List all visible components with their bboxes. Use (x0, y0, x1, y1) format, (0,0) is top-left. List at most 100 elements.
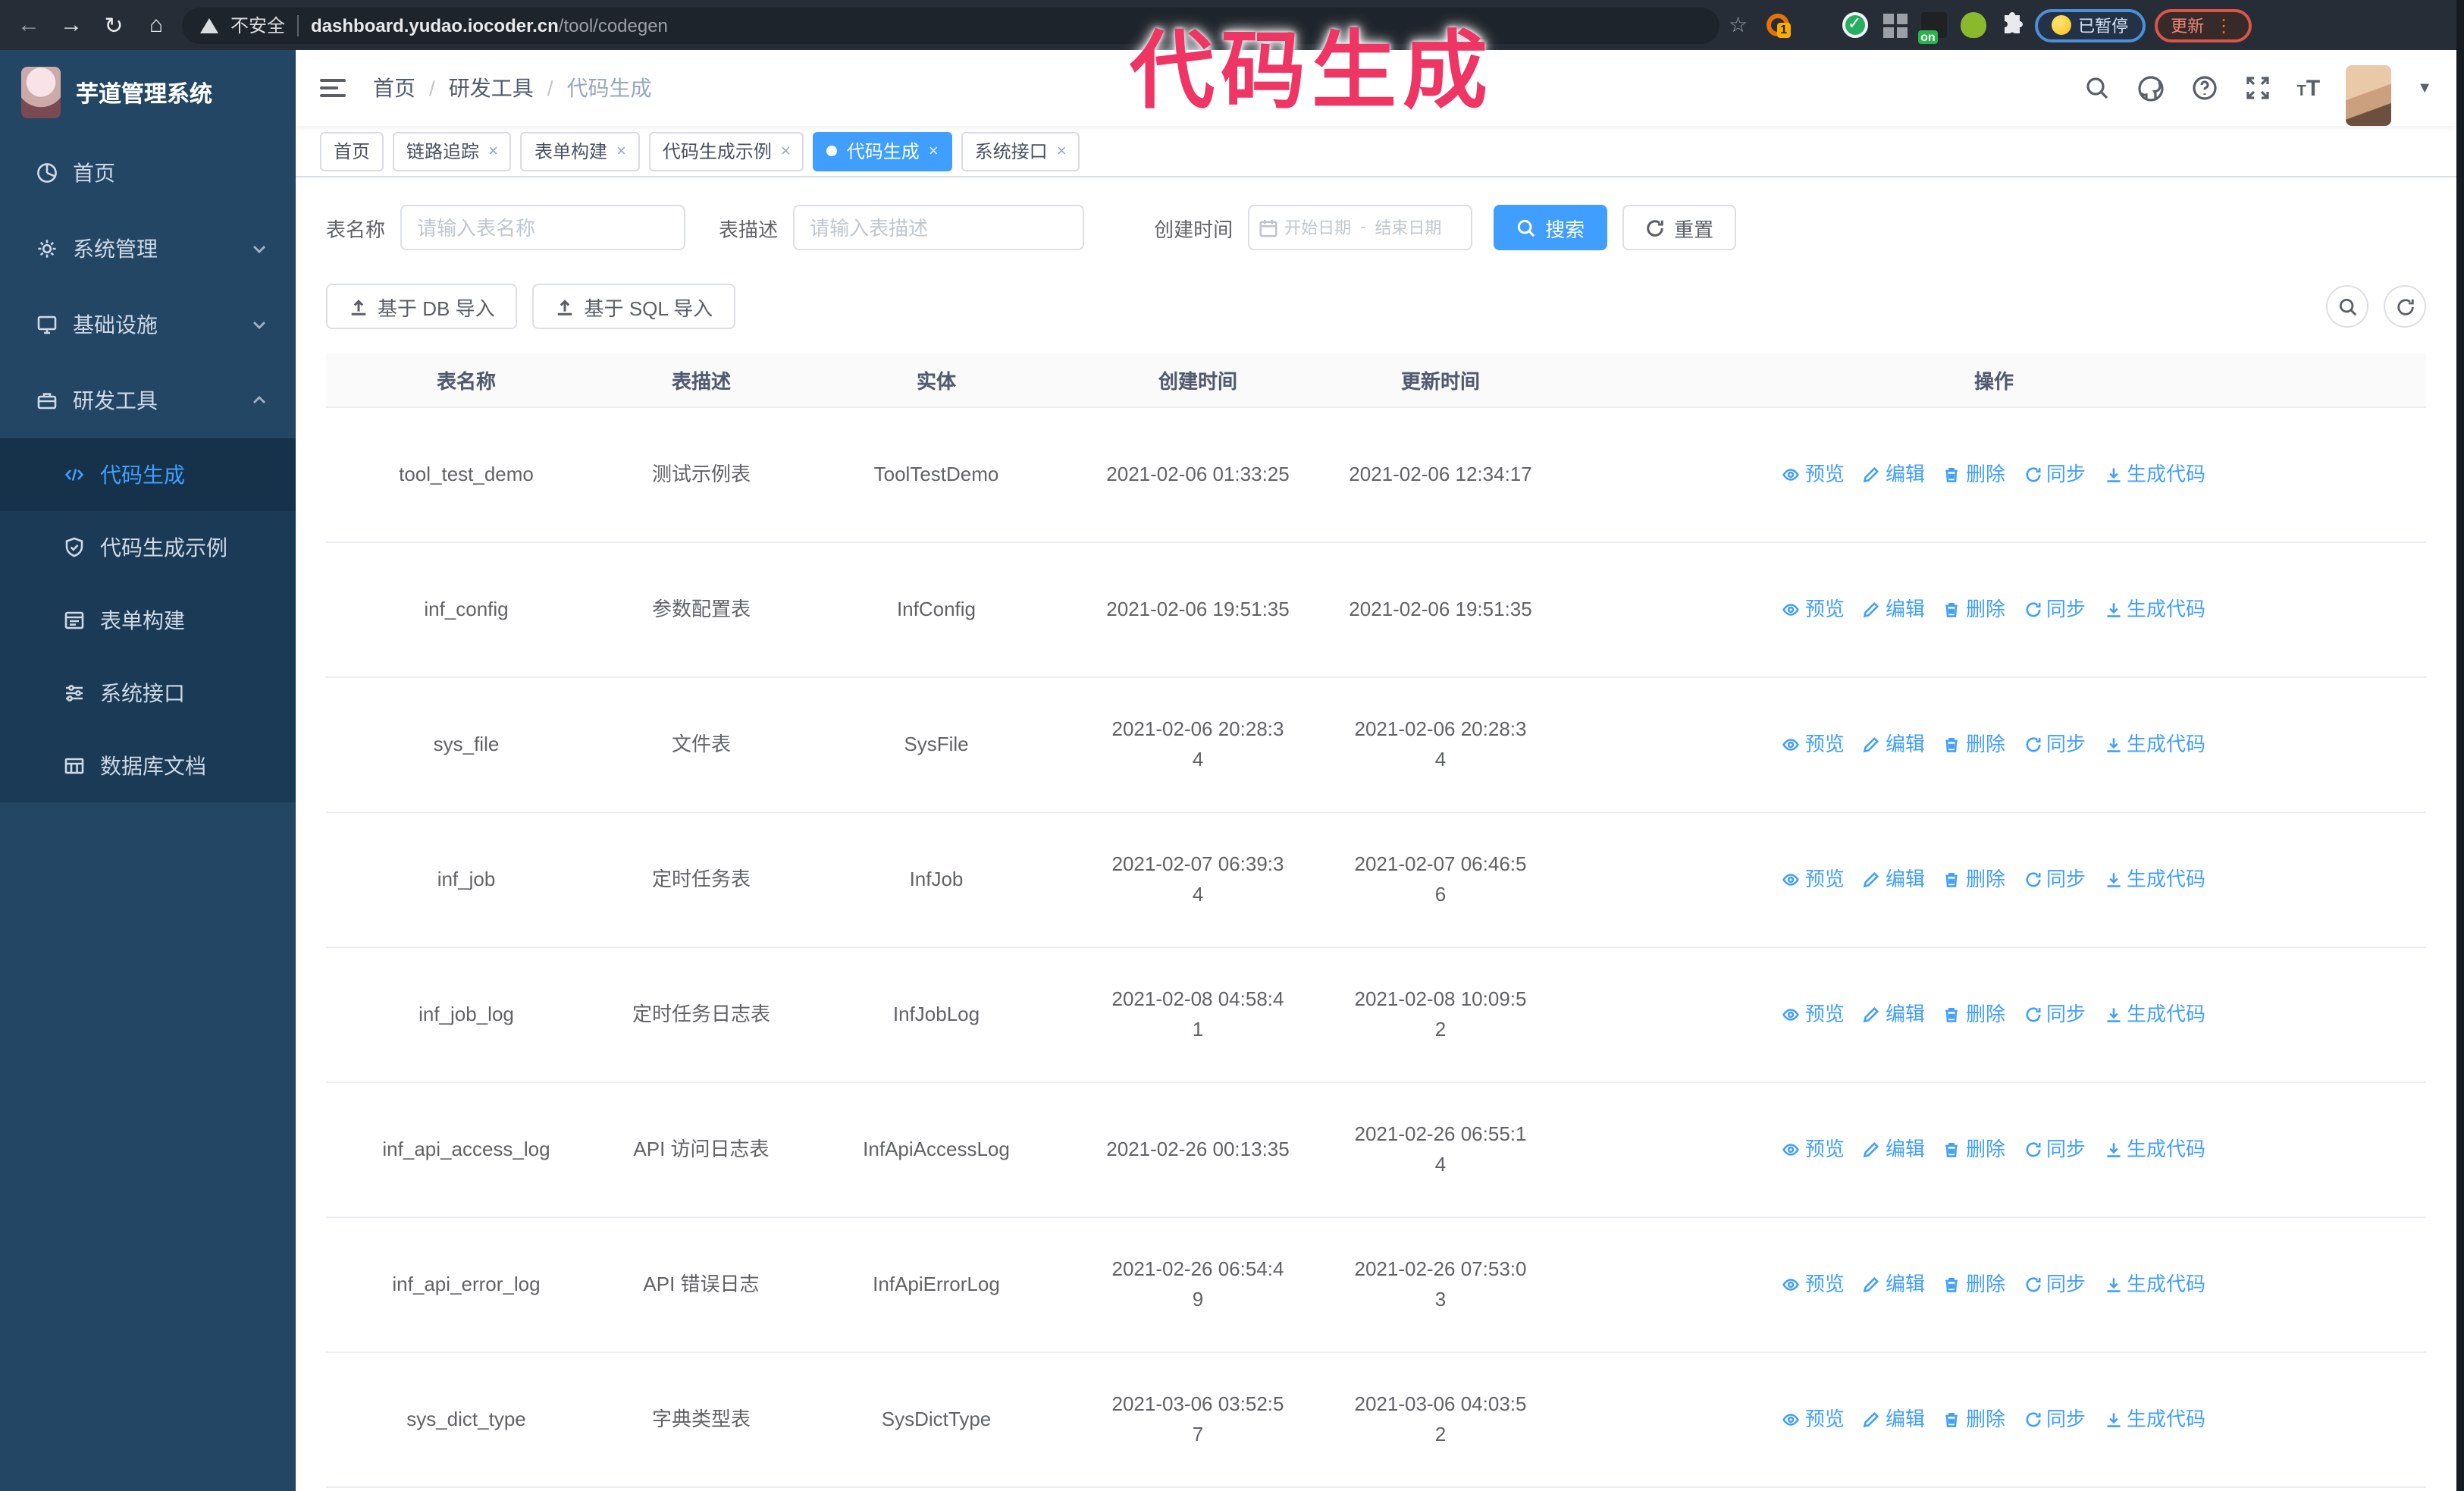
delete-link[interactable]: 删除 (1943, 1000, 2005, 1030)
tab-tracing[interactable]: 链路追踪 × (393, 131, 512, 171)
preview-link[interactable]: 预览 (1782, 1000, 1845, 1030)
generate-code-link[interactable]: 生成代码 (2104, 460, 2205, 490)
search-button[interactable]: 搜索 (1494, 205, 1608, 250)
font-size-icon[interactable]: TT (2296, 75, 2321, 101)
edit-link[interactable]: 编辑 (1863, 1270, 1925, 1300)
tab-home[interactable]: 首页 (320, 131, 384, 171)
edit-link[interactable]: 编辑 (1863, 460, 1925, 490)
delete-link[interactable]: 删除 (1943, 1270, 2005, 1300)
sync-link[interactable]: 同步 (2024, 1405, 2086, 1435)
update-button[interactable]: 更新 ⋮ (2154, 8, 2252, 42)
sidebar-item-form-builder[interactable]: 表单构建 (0, 584, 296, 657)
delete-link[interactable]: 删除 (1943, 1135, 2005, 1165)
extension-green-icon[interactable] (1960, 12, 1986, 38)
sidebar-item-system[interactable]: 系统管理 (0, 211, 296, 287)
sync-link[interactable]: 同步 (2024, 595, 2086, 625)
preview-link[interactable]: 预览 (1782, 865, 1845, 895)
tab-codegen[interactable]: 代码生成 × (813, 131, 952, 171)
edit-link[interactable]: 编辑 (1863, 1405, 1925, 1435)
breadcrumb-group[interactable]: 研发工具 (448, 76, 534, 100)
delete-link[interactable]: 删除 (1943, 460, 2005, 490)
browser-forward-icon[interactable]: → (60, 12, 83, 38)
avatar-caret-icon[interactable]: ▼ (2417, 80, 2432, 96)
collapse-menu-icon[interactable] (320, 79, 346, 97)
sync-link[interactable]: 同步 (2024, 1000, 2086, 1030)
sidebar-item-devtools[interactable]: 研发工具 (0, 363, 296, 438)
edit-link[interactable]: 编辑 (1863, 865, 1925, 895)
extension-on-icon[interactable]: on (1917, 12, 1947, 44)
app-logo-row[interactable]: 芋道管理系统 (0, 50, 296, 135)
bookmark-star-icon[interactable]: ☆ (1729, 12, 1748, 36)
extension-check-icon[interactable]: ✓ (1842, 12, 1868, 38)
table-desc-input[interactable] (793, 205, 1085, 250)
delete-link[interactable]: 删除 (1943, 730, 2005, 760)
reset-button[interactable]: 重置 (1622, 205, 1737, 250)
sync-link[interactable]: 同步 (2024, 730, 2086, 760)
delete-link[interactable]: 删除 (1943, 865, 2005, 895)
sync-link[interactable]: 同步 (2024, 1135, 2086, 1165)
help-icon[interactable] (2191, 74, 2218, 102)
generate-code-link[interactable]: 生成代码 (2104, 1270, 2205, 1300)
edit-link[interactable]: 编辑 (1863, 595, 1925, 625)
eye-icon (1782, 469, 1800, 481)
sync-link[interactable]: 同步 (2024, 1270, 2086, 1300)
delete-link[interactable]: 删除 (1943, 595, 2005, 625)
cell-table-desc: 字典数据表 (607, 1487, 796, 1491)
tab-system-api[interactable]: 系统接口 × (961, 131, 1080, 171)
generate-code-link[interactable]: 生成代码 (2104, 1135, 2205, 1165)
generate-code-link[interactable]: 生成代码 (2104, 730, 2205, 760)
date-range-picker[interactable]: 开始日期 - 结束日期 (1248, 205, 1473, 250)
extension-grid-icon[interactable] (1881, 12, 1908, 38)
tab-form-builder[interactable]: 表单构建 × (520, 131, 640, 171)
search-icon[interactable] (2083, 74, 2111, 102)
close-icon[interactable]: × (928, 142, 939, 160)
browser-home-icon[interactable]: ⌂ (149, 12, 164, 38)
sidebar-item-home[interactable]: 首页 (0, 135, 296, 211)
edit-link[interactable]: 编辑 (1863, 1135, 1925, 1165)
paused-pill[interactable]: 已暂停 (2034, 8, 2146, 42)
sync-link[interactable]: 同步 (2024, 460, 2086, 490)
tab-codegen-example[interactable]: 代码生成示例 × (648, 131, 804, 171)
preview-link[interactable]: 预览 (1782, 595, 1845, 625)
close-icon[interactable]: × (488, 142, 498, 160)
extension-orange-icon[interactable]: 1 (1766, 14, 1791, 38)
sidebar-item-system-api[interactable]: 系统接口 (0, 657, 296, 730)
breadcrumb-home[interactable]: 首页 (373, 76, 415, 100)
preview-link[interactable]: 预览 (1782, 460, 1845, 490)
preview-link[interactable]: 预览 (1782, 1270, 1845, 1300)
extensions-puzzle-icon[interactable] (1999, 12, 2025, 38)
close-icon[interactable]: × (780, 142, 791, 160)
generate-code-link[interactable]: 生成代码 (2104, 1000, 2205, 1030)
more-menu-icon[interactable]: ⋮ (2215, 14, 2235, 36)
edit-link[interactable]: 编辑 (1863, 730, 1925, 760)
generate-code-link[interactable]: 生成代码 (2104, 595, 2205, 625)
fullscreen-icon[interactable] (2244, 74, 2271, 102)
preview-link[interactable]: 预览 (1782, 1135, 1845, 1165)
preview-link[interactable]: 预览 (1782, 730, 1845, 760)
sidebar-item-infra[interactable]: 基础设施 (0, 287, 296, 363)
sidebar-item-db-doc[interactable]: 数据库文档 (0, 730, 296, 802)
import-sql-button[interactable]: 基于 SQL 导入 (532, 284, 736, 329)
generate-code-link[interactable]: 生成代码 (2104, 1405, 2205, 1435)
sidebar-item-codegen-example[interactable]: 代码生成示例 (0, 511, 296, 584)
browser-back-icon[interactable]: ← (17, 12, 40, 38)
user-avatar[interactable] (2346, 65, 2392, 126)
close-icon[interactable]: × (1056, 142, 1067, 160)
table-name-input[interactable] (400, 205, 686, 250)
close-icon[interactable]: × (616, 142, 626, 160)
import-db-button[interactable]: 基于 DB 导入 (326, 284, 518, 329)
github-icon[interactable] (2136, 74, 2165, 102)
address-bar[interactable]: 不安全 dashboard.yudao.iocoder.cn/tool/code… (182, 7, 1719, 43)
toggle-search-button[interactable] (2326, 285, 2368, 328)
edit-link[interactable]: 编辑 (1863, 1000, 1925, 1030)
sync-link[interactable]: 同步 (2024, 865, 2086, 895)
sidebar-item-label: 系统接口 (100, 681, 185, 705)
preview-link[interactable]: 预览 (1782, 1405, 1845, 1435)
refresh-table-button[interactable] (2384, 285, 2426, 328)
extension-gem-icon[interactable] (1802, 12, 1828, 38)
sidebar-item-codegen[interactable]: 代码生成 (0, 438, 296, 511)
download-icon (2106, 1278, 2120, 1292)
browser-reload-icon[interactable]: ↻ (104, 13, 124, 39)
generate-code-link[interactable]: 生成代码 (2104, 865, 2205, 895)
delete-link[interactable]: 删除 (1943, 1405, 2005, 1435)
